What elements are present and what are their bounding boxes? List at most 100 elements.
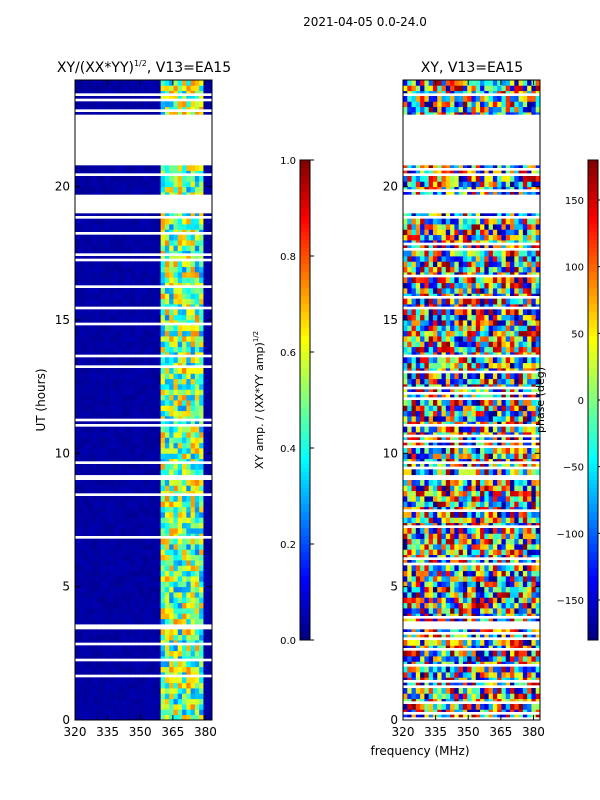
heatmap-cell xyxy=(424,570,430,577)
heatmap-cell xyxy=(203,437,209,444)
heatmap-cell xyxy=(134,410,140,417)
heatmap-cell xyxy=(475,490,481,497)
heatmap-cell xyxy=(96,218,102,225)
heatmap-cell xyxy=(186,229,191,232)
heatmap-cell xyxy=(164,464,170,470)
heatmap-cell xyxy=(203,533,209,536)
heatmap-cell xyxy=(96,581,102,588)
heatmap-cell xyxy=(194,224,200,230)
heatmap-cell xyxy=(96,709,102,716)
heatmap-cell xyxy=(186,272,191,278)
heatmap-cell xyxy=(475,597,481,604)
heatmap-cell xyxy=(100,565,106,572)
heatmap-cell xyxy=(130,666,136,673)
heatmap-cell xyxy=(87,629,93,636)
heatmap-cell xyxy=(514,682,519,686)
heatmap-cell xyxy=(130,165,136,172)
heatmap-cell xyxy=(186,224,191,230)
heatmap-cell xyxy=(122,261,127,268)
heatmap-cell xyxy=(156,522,162,529)
heatmap-cell xyxy=(160,320,166,323)
heatmap-cell xyxy=(450,522,455,526)
heatmap-cell xyxy=(514,586,519,593)
heatmap-cell xyxy=(164,661,170,668)
heatmap-cell xyxy=(147,352,153,355)
heatmap-cell xyxy=(437,490,442,497)
heatmap-cell xyxy=(160,400,166,406)
heatmap-cell xyxy=(92,266,97,273)
heatmap-cell xyxy=(169,400,174,406)
heatmap-cell xyxy=(130,96,136,99)
heatmap-cell xyxy=(177,458,183,462)
heatmap-cell xyxy=(527,645,532,648)
heatmap-cell xyxy=(92,629,97,636)
heatmap-cell xyxy=(139,229,144,232)
heatmap-cell xyxy=(505,528,511,534)
heatmap-cell xyxy=(113,554,119,561)
heatmap-cell xyxy=(207,693,213,700)
heatmap-cell xyxy=(501,634,507,638)
heatmap-cell xyxy=(514,645,519,648)
heatmap-cell xyxy=(104,613,110,620)
heatmap-cell xyxy=(207,80,213,86)
heatmap-cell xyxy=(147,645,153,652)
heatmap-cell xyxy=(156,453,162,460)
heatmap-cell xyxy=(117,378,123,385)
heatmap-cell xyxy=(186,432,191,438)
heatmap-cell xyxy=(79,240,84,246)
heatmap-cell xyxy=(122,501,127,508)
heatmap-cell xyxy=(458,693,464,700)
heatmap-cell xyxy=(207,336,213,342)
heatmap-cell xyxy=(147,288,153,294)
heatmap-cell xyxy=(147,560,153,566)
heatmap-cell xyxy=(182,85,187,92)
heatmap-cell xyxy=(160,688,166,694)
heatmap-cell xyxy=(130,416,136,419)
heatmap-cell xyxy=(100,229,106,232)
heatmap-cell xyxy=(518,714,524,718)
heatmap-cell xyxy=(207,394,213,401)
heatmap-cell xyxy=(104,373,110,380)
heatmap-cell xyxy=(186,602,191,609)
heatmap-cell xyxy=(182,640,187,643)
heatmap-cell xyxy=(488,576,494,582)
heatmap-cell xyxy=(143,672,149,675)
heatmap-cell xyxy=(117,266,123,273)
heatmap-cell xyxy=(147,256,153,259)
heatmap-cell xyxy=(203,192,209,195)
heatmap-cell xyxy=(411,533,417,540)
heatmap-cell xyxy=(467,650,472,657)
heatmap-cell xyxy=(450,666,455,673)
heatmap-cell xyxy=(182,80,187,86)
heatmap-cell xyxy=(96,480,102,486)
heatmap-cell xyxy=(164,288,170,294)
heatmap-cell xyxy=(445,506,451,510)
heatmap-cell xyxy=(152,549,157,556)
heatmap-cell xyxy=(83,538,89,545)
heatmap-cell xyxy=(535,528,541,534)
heatmap-cell xyxy=(134,650,140,657)
heatmap-cell xyxy=(130,352,136,355)
heatmap-cell xyxy=(173,112,179,115)
heatmap-cell xyxy=(143,485,149,492)
heatmap-cell xyxy=(79,277,84,284)
heatmap-cell xyxy=(411,672,417,678)
heatmap-cell xyxy=(113,309,119,316)
heatmap-cell xyxy=(126,581,132,588)
heatmap-cell xyxy=(109,480,114,486)
heatmap-cell xyxy=(143,592,149,598)
heatmap-cell xyxy=(139,672,144,675)
heatmap-cell xyxy=(79,416,84,419)
heatmap-cell xyxy=(454,528,460,534)
heatmap-cell xyxy=(147,410,153,417)
heatmap-cell xyxy=(497,704,502,710)
heatmap-cell xyxy=(173,213,179,216)
heatmap-cell xyxy=(182,426,187,433)
heatmap-cell xyxy=(203,112,209,115)
heatmap-cell xyxy=(113,277,119,284)
heatmap-cell xyxy=(450,506,455,510)
heatmap-cell xyxy=(186,176,191,182)
heatmap-cell xyxy=(139,368,144,374)
heatmap-cell xyxy=(190,112,196,115)
heatmap-cell xyxy=(130,554,136,561)
